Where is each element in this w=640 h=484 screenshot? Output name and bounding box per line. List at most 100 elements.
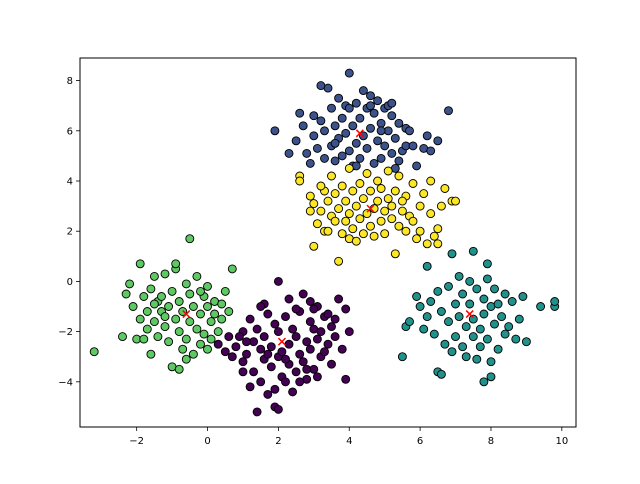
data-point — [344, 68, 354, 78]
data-point — [327, 359, 336, 369]
data-point — [500, 289, 510, 299]
data-point — [337, 151, 347, 161]
data-point — [196, 286, 205, 296]
data-point — [203, 344, 212, 354]
data-point — [334, 256, 344, 266]
data-point — [125, 279, 135, 289]
data-point — [167, 286, 177, 296]
data-point — [344, 327, 354, 337]
data-point — [298, 357, 308, 367]
data-point — [426, 176, 436, 186]
data-point — [330, 121, 340, 131]
data-point — [227, 264, 237, 274]
data-point — [447, 347, 457, 357]
data-point — [273, 327, 283, 337]
data-point — [157, 292, 166, 301]
data-point — [330, 216, 340, 226]
data-point — [273, 276, 283, 286]
data-point — [312, 372, 322, 382]
data-point — [323, 196, 333, 206]
data-point — [213, 327, 223, 337]
data-point — [312, 334, 322, 344]
data-point — [405, 317, 414, 327]
data-point — [284, 294, 294, 304]
data-point — [309, 199, 319, 209]
data-point — [358, 229, 368, 239]
data-point — [415, 302, 425, 311]
data-point — [490, 284, 499, 294]
data-point — [412, 161, 422, 171]
data-point — [256, 344, 266, 354]
data-point — [188, 302, 198, 311]
data-point — [281, 377, 290, 387]
data-point — [298, 289, 308, 299]
data-point — [451, 196, 460, 206]
data-point — [288, 387, 298, 397]
data-point — [369, 158, 379, 168]
data-point — [461, 352, 471, 362]
centroid-marker — [465, 310, 474, 319]
data-point — [238, 367, 248, 377]
data-point — [348, 224, 358, 234]
data-point — [334, 93, 344, 103]
data-point — [521, 337, 531, 347]
data-point — [199, 329, 209, 339]
data-point — [238, 357, 248, 367]
data-point — [415, 201, 425, 211]
data-point — [422, 312, 432, 322]
data-point — [358, 194, 368, 204]
data-point — [160, 312, 170, 322]
data-point — [327, 322, 336, 332]
data-point — [312, 219, 322, 229]
data-point — [181, 279, 191, 289]
data-point — [376, 184, 386, 193]
data-point — [355, 153, 365, 163]
data-point — [164, 337, 174, 347]
data-point — [224, 332, 234, 342]
centroid-marker — [182, 310, 191, 319]
y-tick-label: 8 — [67, 76, 73, 87]
data-point — [422, 131, 432, 141]
data-point — [206, 317, 216, 327]
data-point — [245, 382, 255, 392]
data-point — [390, 133, 400, 143]
centroid-marker — [277, 337, 286, 346]
data-point — [135, 259, 145, 269]
centroid-layer — [182, 129, 474, 346]
centroid-stroke — [355, 129, 364, 138]
data-point — [227, 352, 237, 362]
data-point — [344, 209, 354, 219]
data-point — [387, 148, 397, 158]
data-point — [146, 284, 156, 294]
data-point — [330, 189, 340, 199]
centroid-marker — [366, 204, 375, 213]
data-point — [376, 153, 386, 163]
data-point — [242, 349, 251, 359]
data-point — [220, 286, 230, 296]
data-point — [259, 332, 269, 342]
plot-frame — [79, 57, 577, 428]
data-point — [284, 339, 294, 349]
data-point — [351, 236, 361, 246]
data-point — [142, 324, 152, 334]
data-point — [295, 176, 305, 186]
data-point — [433, 224, 443, 234]
data-point — [273, 404, 283, 414]
data-point — [511, 334, 521, 344]
data-point — [192, 271, 202, 281]
data-point — [181, 354, 191, 364]
y-tick-label: −4 — [58, 377, 73, 388]
data-point — [344, 103, 354, 113]
data-point — [323, 226, 333, 236]
data-point — [341, 304, 351, 314]
data-point — [482, 274, 492, 284]
data-point — [475, 324, 485, 334]
data-point — [298, 121, 308, 131]
data-point — [482, 259, 492, 269]
data-point — [550, 297, 560, 306]
data-point — [224, 307, 234, 316]
data-point — [320, 153, 329, 163]
data-point — [288, 324, 298, 334]
data-point — [387, 111, 397, 121]
data-point — [234, 332, 244, 342]
